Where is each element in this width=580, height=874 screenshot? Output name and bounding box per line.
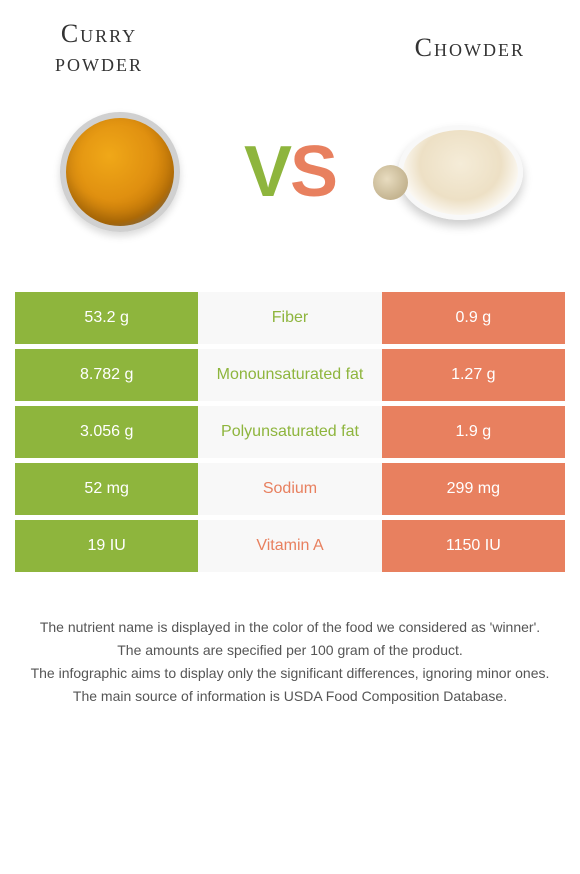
table-row: 19 IUVitamin A1150 IU: [15, 520, 565, 572]
footer-line-3: The infographic aims to display only the…: [25, 663, 555, 684]
nutrient-table: 53.2 gFiber0.9 g8.782 gMonounsaturated f…: [15, 287, 565, 577]
chowder-image: [395, 107, 525, 237]
left-value: 8.782 g: [15, 349, 198, 401]
curry-powder-image: [55, 107, 185, 237]
left-title-line2: powder: [55, 48, 143, 77]
right-value: 299 mg: [382, 463, 565, 515]
nutrient-label: Vitamin A: [198, 520, 381, 572]
nutrient-label: Monounsaturated fat: [198, 349, 381, 401]
table-row: 52 mgSodium299 mg: [15, 463, 565, 515]
left-value: 53.2 g: [15, 292, 198, 344]
nutrient-label: Sodium: [198, 463, 381, 515]
table-row: 8.782 gMonounsaturated fat1.27 g: [15, 349, 565, 401]
chowder-bowl-icon: [398, 125, 523, 220]
left-value: 3.056 g: [15, 406, 198, 458]
images-row: VS: [15, 107, 565, 237]
footer-line-4: The main source of information is USDA F…: [25, 686, 555, 707]
header: Curry powder Chowder: [15, 20, 565, 77]
curry-bowl-icon: [60, 112, 180, 232]
left-food-title: Curry powder: [55, 20, 143, 77]
right-value: 0.9 g: [382, 292, 565, 344]
vs-v: V: [244, 132, 290, 212]
left-value: 52 mg: [15, 463, 198, 515]
table-row: 53.2 gFiber0.9 g: [15, 292, 565, 344]
right-value: 1150 IU: [382, 520, 565, 572]
left-title-line1: Curry: [61, 19, 137, 48]
left-value: 19 IU: [15, 520, 198, 572]
footer-notes: The nutrient name is displayed in the co…: [15, 617, 565, 707]
footer-line-1: The nutrient name is displayed in the co…: [25, 617, 555, 638]
right-value: 1.27 g: [382, 349, 565, 401]
right-food-title: Chowder: [415, 34, 525, 63]
vs-s: S: [290, 132, 336, 212]
vs-label: VS: [244, 131, 336, 213]
table-row: 3.056 gPolyunsaturated fat1.9 g: [15, 406, 565, 458]
nutrient-label: Fiber: [198, 292, 381, 344]
nutrient-table-body: 53.2 gFiber0.9 g8.782 gMonounsaturated f…: [15, 292, 565, 572]
right-value: 1.9 g: [382, 406, 565, 458]
nutrient-label: Polyunsaturated fat: [198, 406, 381, 458]
footer-line-2: The amounts are specified per 100 gram o…: [25, 640, 555, 661]
